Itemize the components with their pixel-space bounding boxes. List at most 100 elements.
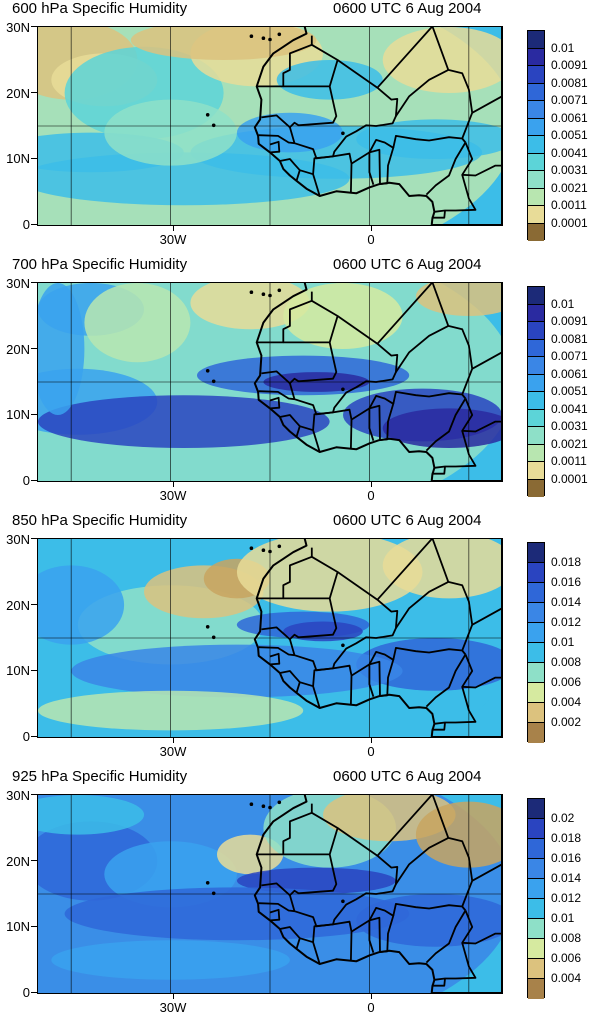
lat-label-20n: 20N: [6, 598, 30, 613]
humidity-map: [37, 282, 503, 482]
country-border-19: [434, 942, 477, 981]
country-border-2: [261, 342, 338, 385]
colorbar-swatch: [528, 136, 544, 154]
panel-title: 925 hPa Specific Humidity: [12, 768, 188, 785]
colorbar-label: 0.016: [551, 851, 582, 865]
colorbar-swatch: [528, 919, 544, 939]
country-border-19: [434, 430, 477, 469]
lat-tick: [31, 282, 37, 283]
map-panel-850hpa: 850 hPa Specific Humidity 0600 UTC 6 Aug…: [0, 512, 600, 768]
colorbar-swatch: [528, 543, 544, 563]
island-3: [249, 34, 254, 38]
lat-label-eq: 0: [22, 729, 30, 744]
humidity-contour-7: [236, 867, 396, 894]
colorbar-label: 0.0081: [551, 75, 588, 90]
colorbar-swatch: [528, 462, 544, 480]
lat-label-20n: 20N: [6, 854, 30, 869]
map-panel-700hpa: 700 hPa Specific Humidity 0600 UTC 6 Aug…: [0, 256, 600, 512]
colorbar-label: 0.01: [551, 40, 575, 55]
colorbar-label: 0.0021: [551, 436, 588, 451]
country-border-7: [299, 425, 321, 453]
island-6: [341, 643, 345, 648]
colorbar-swatch: [528, 188, 544, 206]
colorbar-swatch: [528, 31, 544, 49]
lat-tick: [31, 348, 37, 349]
country-border-15: [425, 654, 467, 708]
colorbar-swatch: [528, 171, 544, 189]
lat-label-10n: 10N: [6, 407, 30, 422]
country-border-4: [258, 134, 295, 145]
island-0: [261, 804, 266, 808]
lon-label-30w: 30W: [159, 488, 187, 503]
colorbar-label: 0.016: [551, 575, 582, 589]
island-2: [277, 32, 282, 37]
country-border-14: [395, 69, 474, 139]
colorbar-label: 0.0041: [551, 401, 588, 416]
colorbar-swatch: [528, 357, 544, 375]
colorbar-swatch: [528, 583, 544, 603]
country-border-16: [431, 27, 450, 71]
humidity-field: [38, 283, 502, 481]
humidity-contour-8: [71, 644, 403, 698]
panel-time: 0600 UTC 6 Aug 2004: [333, 768, 482, 785]
island-6: [341, 131, 345, 136]
island-0: [261, 36, 266, 40]
colorbar: [527, 30, 545, 241]
lon-label-30w: 30W: [159, 232, 187, 247]
colorbar-swatch: [528, 304, 544, 322]
colorbar-swatch: [528, 392, 544, 410]
colorbar-swatch: [528, 859, 544, 879]
lon-label-0: 0: [367, 1000, 375, 1015]
country-border-19: [434, 686, 477, 725]
island-5: [205, 113, 210, 117]
country-border-4: [258, 646, 295, 657]
lat-tick: [31, 158, 37, 159]
humidity-contour-5: [382, 539, 502, 599]
colorbar-swatch: [528, 48, 544, 66]
colorbar-swatch: [528, 322, 544, 340]
island-4: [211, 123, 216, 128]
country-border-20: [431, 466, 446, 475]
country-border-0: [256, 291, 313, 344]
colorbar-label: 0.0091: [551, 314, 588, 328]
colorbar: [527, 286, 545, 497]
colorbar-label: 0.018: [551, 555, 582, 569]
lon-tick: [173, 738, 174, 743]
country-border-17: [376, 283, 433, 345]
lat-label-10n: 10N: [6, 919, 30, 934]
humidity-contour-9: [64, 887, 410, 941]
lat-tick: [31, 860, 37, 861]
colorbar-swatch: [528, 663, 544, 683]
lat-tick: [31, 992, 37, 993]
colorbar-swatch: [528, 206, 544, 224]
country-border-3: [289, 315, 399, 416]
colorbar-label: 0.0001: [551, 471, 588, 486]
panel-time: 0600 UTC 6 Aug 2004: [333, 512, 482, 529]
island-3: [249, 546, 254, 550]
country-border-0: [256, 547, 313, 600]
humidity-map: [37, 26, 503, 226]
country-border-3: [289, 59, 399, 160]
humidity-contour-9: [190, 283, 310, 330]
colorbar-swatch: [528, 427, 544, 445]
country-border-20: [431, 210, 446, 219]
island-4: [211, 635, 216, 640]
lat-label-eq: 0: [22, 217, 30, 232]
country-border-14: [395, 325, 474, 395]
country-border-5: [269, 908, 281, 922]
island-3: [249, 290, 254, 294]
country-border-3: [289, 827, 399, 928]
colorbar-swatch: [528, 101, 544, 119]
country-border-5: [269, 652, 281, 666]
country-border-19: [434, 174, 477, 213]
country-border-11: [369, 660, 381, 697]
coastline: [253, 27, 502, 225]
colorbar-swatch: [528, 839, 544, 859]
humidity-contour-10: [38, 565, 125, 645]
humidity-field: [38, 539, 502, 737]
country-border-3: [289, 571, 399, 672]
colorbar-label: 0.0061: [551, 110, 588, 125]
colorbar: [527, 542, 545, 743]
map-panel-600hpa: 600 hPa Specific Humidity 0600 UTC 6 Aug…: [0, 0, 600, 256]
lat-tick: [31, 538, 37, 539]
